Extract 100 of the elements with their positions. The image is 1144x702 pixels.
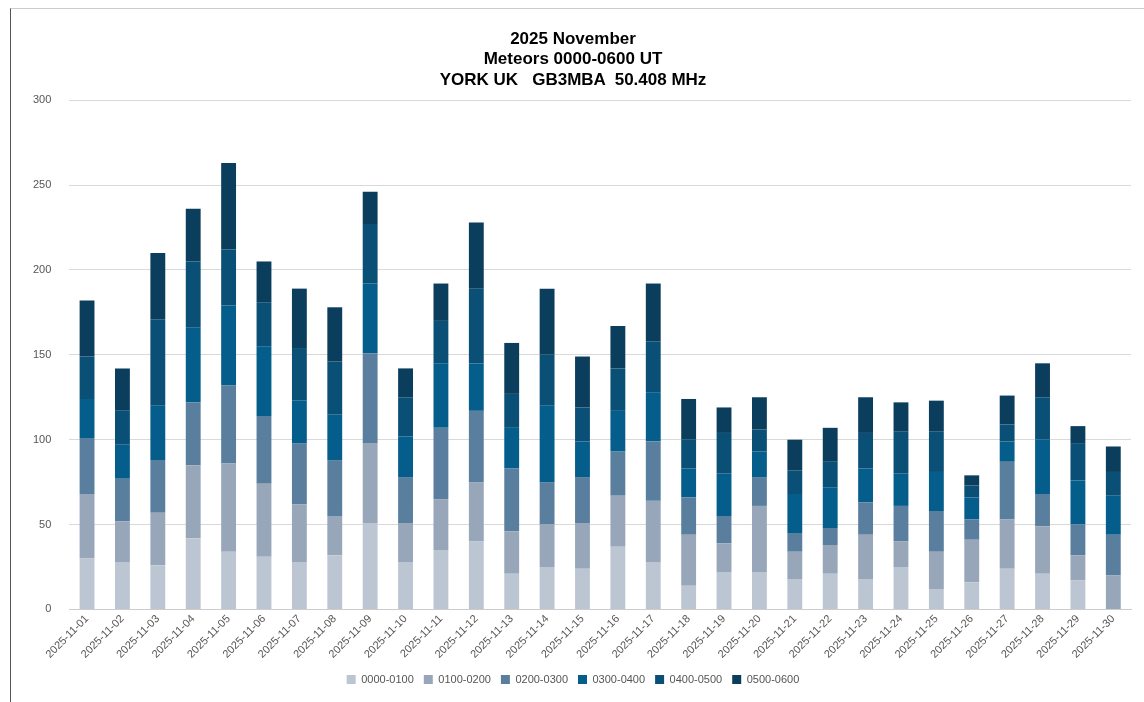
bar [221,551,237,609]
bar [575,407,590,442]
bar [645,341,661,393]
bar [1035,494,1050,527]
bar [610,451,626,496]
bar [1070,555,1086,581]
bar [327,555,343,609]
bar [327,414,343,461]
bar [575,356,590,408]
bar [999,519,1015,569]
bar [150,460,166,513]
bar [610,410,626,452]
bar [115,444,130,479]
y-tick-label: 50 [39,517,52,530]
bar [79,300,95,357]
bar [150,565,166,609]
bar [291,288,307,349]
bar [362,353,378,444]
bar [539,482,555,525]
bar [398,368,413,398]
bar [1035,526,1050,574]
bar [291,561,307,609]
bar [221,249,237,306]
bar [150,252,166,320]
bar [999,461,1015,520]
bar [716,572,732,609]
bar [893,505,909,542]
bar [964,539,980,583]
bar [858,397,874,433]
bar [716,473,732,517]
bar [822,527,838,545]
bar [1105,495,1121,535]
bar [645,441,661,501]
bar [822,427,838,462]
bar [185,538,201,609]
bar [504,531,520,574]
bar [539,405,555,483]
bar [327,460,343,517]
bar [79,558,95,609]
bar [645,500,661,562]
bar [822,573,838,609]
bar [468,288,484,364]
bar [999,395,1015,425]
bar [610,325,626,369]
bar [575,522,590,569]
bar [1105,446,1121,472]
legend-label: 0100-0200 [438,672,491,685]
bar [928,589,944,609]
bar [362,191,378,225]
bar [150,512,166,566]
bar [433,499,449,551]
bar [398,561,413,609]
bar [822,461,838,488]
legend-label: 0000-0100 [361,672,414,685]
bar [115,521,130,562]
bar [1105,575,1121,609]
bar [999,568,1015,609]
bar [115,561,130,609]
chart-title: 2025 November Meteors 0000-0600 UT YORK UK GB3MBA 50.408 MHz [439,28,707,89]
bar [362,522,378,609]
bar [964,497,980,520]
bar [751,572,767,609]
bar [751,397,767,430]
bar [256,415,272,484]
bar [928,431,944,472]
y-tick-label: 200 [32,262,52,275]
bar [291,504,307,562]
bar [115,478,130,522]
bar [964,519,980,540]
bar [433,427,449,500]
bar [291,348,307,401]
bar [893,431,909,474]
bar [893,473,909,506]
bar [716,407,732,433]
bar [893,567,909,609]
bar [928,551,944,590]
bar [504,342,520,394]
legend-label: 0300-0400 [592,672,646,685]
bar [964,485,980,498]
bar [291,443,307,505]
bar [575,441,590,478]
bar [928,471,944,511]
bar [645,283,661,342]
bar [115,410,130,445]
bar [822,544,838,574]
bar [362,443,378,523]
bar [504,393,520,428]
bar [716,432,732,474]
bar [575,568,590,609]
y-tick-label: 300 [32,93,52,106]
bar [751,451,767,478]
bar [256,346,272,416]
bar [221,163,237,250]
bar [79,438,95,495]
y-tick-label: 100 [32,432,52,445]
bar [221,305,237,386]
bar [751,477,767,506]
bar [1070,524,1086,556]
bar [468,541,484,609]
bar [433,550,449,609]
